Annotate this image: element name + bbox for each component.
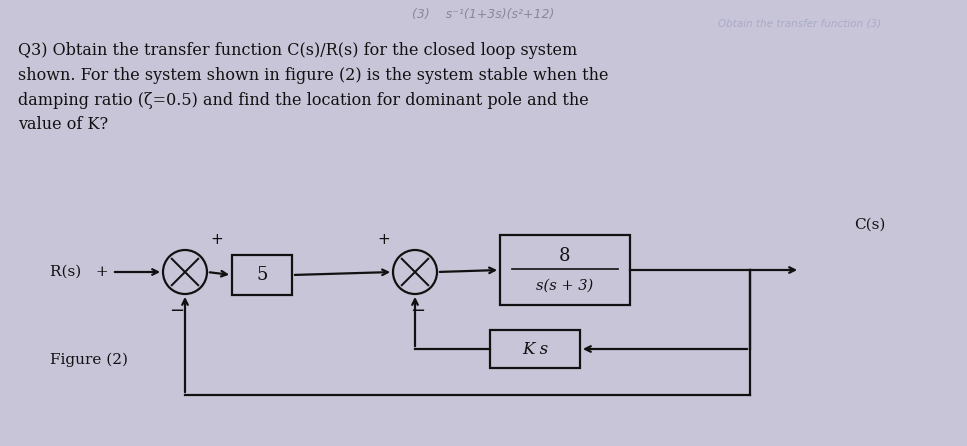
Bar bbox=[232, 255, 292, 295]
Text: −: − bbox=[410, 302, 425, 320]
Text: Figure (2): Figure (2) bbox=[50, 353, 128, 367]
Text: (3)    s⁻¹(1+3s)(s²+12): (3) s⁻¹(1+3s)(s²+12) bbox=[412, 8, 554, 21]
Text: 5: 5 bbox=[256, 266, 268, 284]
Text: K s: K s bbox=[522, 340, 548, 358]
Text: s(s + 3): s(s + 3) bbox=[537, 278, 594, 293]
Text: Q3) Obtain the transfer function C(s)/R(s) for the closed loop system
shown. For: Q3) Obtain the transfer function C(s)/R(… bbox=[18, 42, 608, 133]
Text: R(s)   +: R(s) + bbox=[50, 265, 108, 279]
Bar bbox=[490, 330, 580, 368]
Bar bbox=[500, 235, 630, 305]
Text: Obtain the transfer function (3): Obtain the transfer function (3) bbox=[718, 18, 882, 28]
Text: +: + bbox=[377, 232, 390, 247]
Text: C(s): C(s) bbox=[854, 218, 886, 232]
Text: +: + bbox=[210, 232, 222, 247]
Text: 8: 8 bbox=[559, 247, 571, 265]
Text: −: − bbox=[169, 302, 185, 320]
